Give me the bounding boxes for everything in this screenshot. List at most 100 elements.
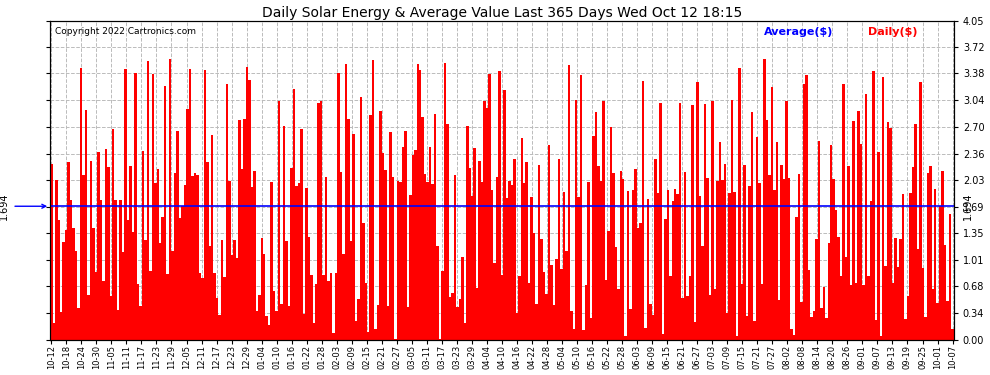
Bar	[941, 171, 943, 340]
Bar	[503, 90, 506, 340]
Bar	[384, 170, 387, 340]
Bar	[442, 272, 444, 340]
Bar	[948, 214, 951, 340]
Bar	[100, 200, 102, 340]
Bar	[572, 329, 575, 340]
Bar	[783, 180, 785, 340]
Bar	[258, 295, 260, 340]
Bar	[422, 117, 424, 340]
Bar	[823, 287, 825, 340]
Bar	[511, 185, 513, 340]
Bar	[642, 81, 644, 340]
Bar	[565, 251, 567, 340]
Bar	[859, 144, 862, 340]
Bar	[818, 141, 820, 340]
Bar	[399, 182, 402, 340]
Bar	[491, 190, 493, 340]
Bar	[726, 312, 729, 340]
Bar	[659, 103, 661, 340]
Bar	[664, 219, 666, 340]
Bar	[392, 177, 394, 340]
Bar	[293, 89, 295, 340]
Bar	[887, 122, 889, 340]
Bar	[451, 293, 453, 340]
Bar	[538, 165, 541, 340]
Bar	[755, 137, 758, 340]
Text: 1.694: 1.694	[963, 192, 973, 220]
Bar	[545, 294, 547, 340]
Bar	[627, 191, 630, 340]
Bar	[468, 168, 471, 340]
Bar	[333, 333, 335, 340]
Bar	[409, 195, 412, 340]
Bar	[830, 145, 833, 340]
Bar	[686, 296, 689, 340]
Bar	[362, 223, 364, 340]
Bar	[149, 271, 151, 340]
Bar	[800, 302, 803, 340]
Bar	[382, 153, 384, 340]
Bar	[741, 284, 743, 340]
Bar	[367, 332, 369, 340]
Bar	[847, 166, 849, 340]
Bar	[448, 297, 451, 340]
Bar	[857, 111, 859, 340]
Bar	[917, 249, 919, 340]
Bar	[214, 273, 216, 340]
Bar	[795, 216, 798, 340]
Bar	[439, 339, 442, 340]
Bar	[869, 201, 872, 340]
Bar	[343, 254, 345, 340]
Bar	[932, 289, 934, 340]
Bar	[714, 289, 716, 340]
Bar	[909, 192, 912, 340]
Bar	[884, 266, 887, 340]
Bar	[199, 273, 201, 340]
Bar	[67, 162, 70, 340]
Bar	[897, 267, 899, 340]
Bar	[739, 68, 741, 340]
Bar	[610, 127, 612, 340]
Bar	[790, 329, 793, 340]
Bar	[709, 295, 711, 340]
Bar	[592, 136, 595, 340]
Bar	[221, 240, 224, 340]
Bar	[840, 276, 842, 340]
Title: Daily Solar Energy & Average Value Last 365 Days Wed Oct 12 18:15: Daily Solar Energy & Average Value Last …	[261, 6, 742, 20]
Bar	[120, 200, 122, 340]
Bar	[417, 64, 419, 340]
Bar	[357, 299, 359, 340]
Bar	[125, 69, 127, 340]
Bar	[142, 150, 145, 340]
Bar	[785, 101, 788, 340]
Bar	[151, 74, 154, 340]
Bar	[483, 100, 486, 340]
Bar	[394, 339, 397, 340]
Bar	[328, 282, 330, 340]
Bar	[315, 284, 318, 340]
Bar	[219, 315, 221, 340]
Bar	[250, 186, 253, 340]
Bar	[654, 159, 656, 340]
Bar	[763, 59, 765, 340]
Bar	[412, 156, 414, 340]
Bar	[533, 233, 536, 340]
Bar	[661, 334, 664, 340]
Bar	[914, 124, 917, 340]
Bar	[402, 147, 404, 340]
Bar	[270, 182, 273, 340]
Bar	[649, 304, 651, 340]
Bar	[374, 329, 377, 340]
Bar	[476, 288, 478, 340]
Bar	[110, 296, 112, 340]
Bar	[122, 252, 125, 340]
Bar	[117, 310, 120, 340]
Bar	[364, 283, 367, 340]
Bar	[912, 167, 914, 340]
Bar	[773, 190, 775, 340]
Bar	[434, 114, 437, 340]
Bar	[745, 316, 748, 340]
Bar	[60, 312, 62, 340]
Bar	[323, 274, 325, 340]
Bar	[196, 175, 199, 340]
